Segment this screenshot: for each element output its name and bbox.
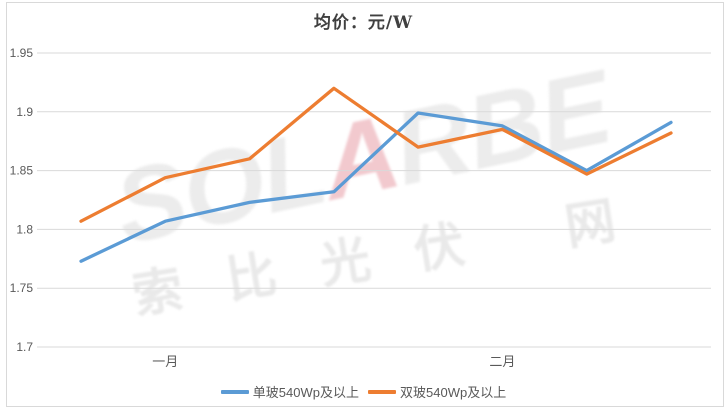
- svg-text:二月: 二月: [489, 354, 515, 369]
- legend-label-single-glass: 单玻540Wp及以上: [252, 385, 359, 400]
- legend-line-swatch-orange: [368, 389, 396, 394]
- chart-title: 均价：元/W: [313, 13, 414, 33]
- svg-text:1.95: 1.95: [10, 46, 34, 60]
- svg-text:1.75: 1.75: [10, 281, 34, 295]
- svg-text:1.9: 1.9: [16, 105, 33, 119]
- legend-item-single-glass: 单玻540Wp及以上: [220, 382, 359, 401]
- chart-legend: 单玻540Wp及以上 双玻540Wp及以上: [0, 382, 727, 401]
- legend-item-double-glass: 双玻540Wp及以上: [368, 382, 506, 401]
- legend-label-double-glass: 双玻540Wp及以上: [400, 385, 507, 400]
- svg-text:1.8: 1.8: [16, 222, 33, 236]
- svg-text:一月: 一月: [152, 354, 178, 369]
- legend-line-swatch-blue: [220, 389, 249, 394]
- svg-text:1.85: 1.85: [10, 164, 34, 178]
- svg-text:1.7: 1.7: [16, 340, 33, 354]
